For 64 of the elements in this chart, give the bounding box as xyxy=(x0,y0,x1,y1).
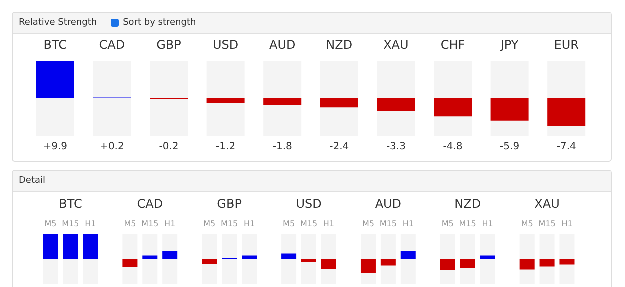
text: H1 xyxy=(482,220,494,228)
text: H1 xyxy=(323,220,335,228)
x-tick-label: USD xyxy=(212,38,239,52)
bar xyxy=(162,251,178,259)
text: H1 xyxy=(562,220,573,228)
x-tick-label: GBP xyxy=(156,38,182,52)
bar xyxy=(242,256,258,259)
text: M15 xyxy=(459,220,476,228)
text: M5 xyxy=(521,220,534,228)
text: M15 xyxy=(538,220,556,228)
x-tick-label: XAU xyxy=(384,38,409,52)
x-tick-label: CAD xyxy=(137,197,164,211)
x-tick-label: BTC xyxy=(59,197,82,211)
bar xyxy=(520,259,535,270)
bar xyxy=(480,256,496,259)
bar xyxy=(302,259,316,262)
data-label: -5.9 xyxy=(500,142,520,152)
text: M5 xyxy=(124,220,136,228)
bar xyxy=(400,251,416,259)
text: M15 xyxy=(142,220,159,228)
x-tick-label: NZD xyxy=(454,197,482,211)
chart-title: Detail xyxy=(19,176,46,186)
x-tick-label: JPY xyxy=(500,38,520,52)
series-label: M15 xyxy=(62,220,80,228)
text: H1 xyxy=(244,220,256,228)
text: M5 xyxy=(283,220,296,228)
data-label: +0.2 xyxy=(100,142,124,152)
text: M15 xyxy=(380,220,397,228)
series-label: M5 xyxy=(44,220,57,228)
data-label: -7.4 xyxy=(556,142,576,152)
text: H1 xyxy=(402,220,414,228)
x-tick-label: XAU xyxy=(534,197,560,211)
bar xyxy=(122,259,138,268)
x-tick-label: AUD xyxy=(375,197,402,211)
data-label: +9.9 xyxy=(43,142,68,152)
x-tick-label: AUD xyxy=(269,38,296,52)
bar xyxy=(360,259,376,274)
x-tick-label: BTC xyxy=(44,38,68,52)
data-label: -1.8 xyxy=(272,142,292,152)
bar xyxy=(440,259,456,270)
bar xyxy=(460,259,476,268)
x-tick-label: GBP xyxy=(217,197,242,211)
x-tick-label: CHF xyxy=(440,38,466,52)
data-label: -0.2 xyxy=(159,142,179,152)
data-label: -3.3 xyxy=(386,142,406,152)
text: M5 xyxy=(442,220,454,228)
text: M15 xyxy=(221,220,238,228)
text: Sort by strength xyxy=(122,18,196,28)
x-tick-label: NZD xyxy=(326,38,353,52)
bar xyxy=(202,259,218,264)
bar xyxy=(380,259,396,266)
x-tick-label: EUR xyxy=(554,38,579,52)
data-label: -1.2 xyxy=(216,142,236,152)
text: M5 xyxy=(204,220,216,228)
bar xyxy=(540,259,555,267)
data-label: -2.4 xyxy=(330,142,350,152)
data-label: -4.8 xyxy=(443,142,463,152)
text: M5 xyxy=(362,220,374,228)
text: M15 xyxy=(300,220,318,228)
x-tick-label: CAD xyxy=(99,38,126,52)
chart-title: Relative Strength xyxy=(19,18,98,28)
series-label: H1 xyxy=(85,220,96,228)
x-tick-label: USD xyxy=(296,197,322,211)
text: H1 xyxy=(164,220,176,228)
